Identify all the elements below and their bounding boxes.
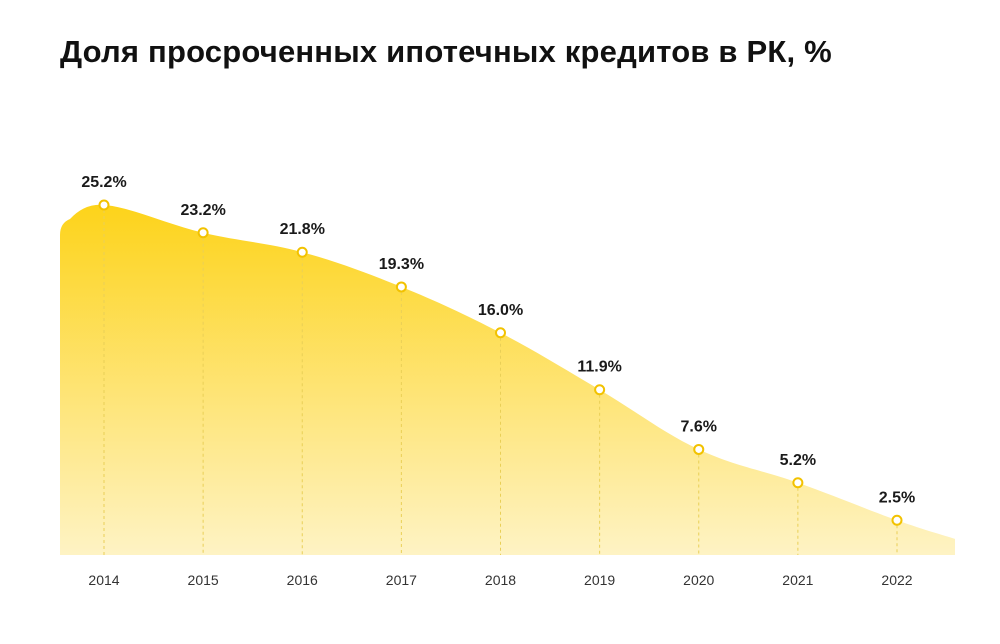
data-point: [197, 227, 209, 239]
data-label: 11.9%: [577, 359, 621, 376]
data-label: 7.6%: [681, 418, 717, 435]
data-point: [296, 246, 308, 258]
data-label: 5.2%: [780, 452, 816, 469]
x-tick-label: 2019: [584, 572, 615, 588]
x-tick-label: 2020: [683, 572, 714, 588]
chart-title: Доля просроченных ипотечных кредитов в Р…: [60, 34, 832, 69]
data-point: [891, 514, 903, 526]
data-point: [495, 327, 506, 339]
x-tick-label: 2021: [782, 572, 813, 588]
data-label: 19.3%: [379, 256, 424, 273]
data-point: [792, 477, 804, 489]
data-label: 23.2%: [180, 202, 225, 219]
data-point: [693, 443, 705, 455]
x-tick-label: 2016: [287, 572, 318, 588]
area-fill: [60, 204, 955, 555]
data-label: 21.8%: [280, 221, 325, 238]
x-tick-label: 2015: [188, 572, 219, 588]
x-tick-label: 2022: [881, 572, 912, 588]
data-point: [98, 199, 110, 211]
x-tick-label: 2014: [88, 572, 119, 588]
data-point: [594, 384, 606, 396]
data-label: 16.0%: [478, 302, 523, 319]
data-point: [395, 281, 407, 293]
x-tick-label: 2018: [485, 572, 516, 588]
x-tick-label: 2017: [386, 572, 417, 588]
data-label: 2.5%: [879, 489, 915, 506]
data-label: 25.2%: [81, 174, 126, 191]
